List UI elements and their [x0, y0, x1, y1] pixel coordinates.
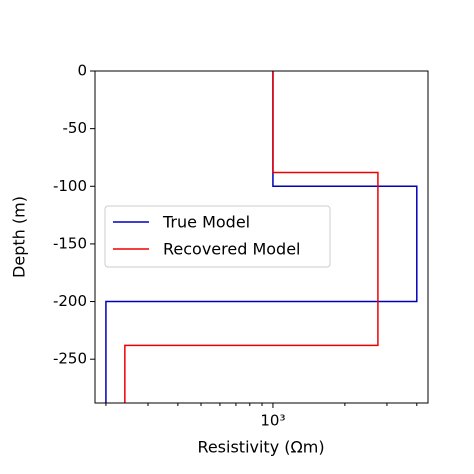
y-tick-label: -100 [53, 177, 87, 195]
y-axis-label: Depth (m) [10, 196, 29, 278]
y-tick-label: -250 [53, 350, 87, 368]
legend-label: True Model [162, 213, 250, 232]
legend-box [104, 205, 331, 268]
legend-label: Recovered Model [163, 240, 301, 259]
x-tick-label: 10³ [260, 412, 285, 430]
y-tick-label: -200 [53, 292, 87, 310]
y-tick-label: 0 [77, 62, 87, 80]
y-tick-label: -150 [53, 234, 87, 252]
data-line [124, 71, 379, 403]
legend: True Model Recovered Model [104, 205, 331, 268]
y-tick-label: -50 [63, 119, 88, 137]
x-axis-label: Resistivity (Ωm) [197, 438, 324, 457]
plot-frame [94, 70, 429, 404]
